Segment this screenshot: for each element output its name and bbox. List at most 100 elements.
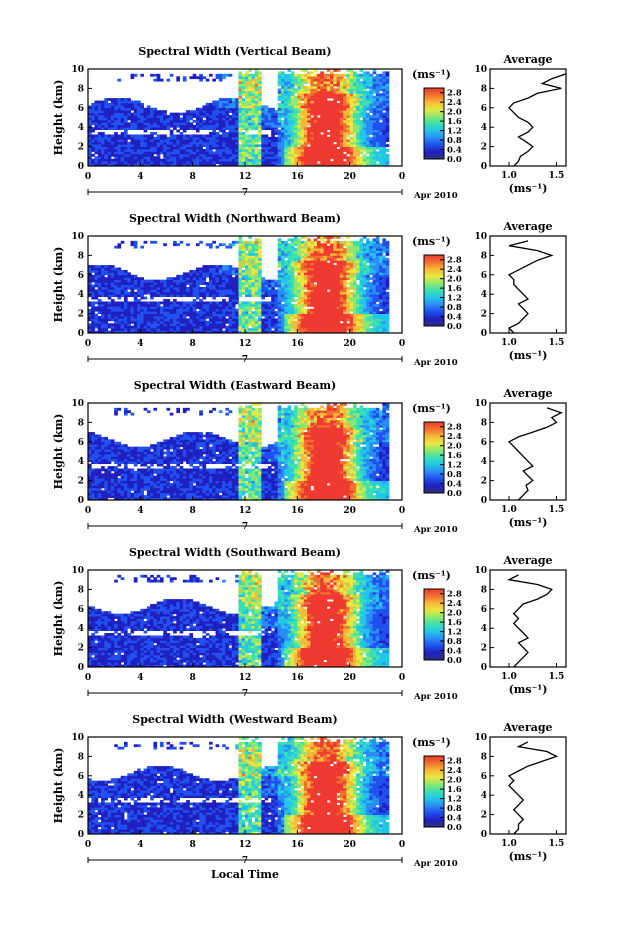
- heatmap-cell: [156, 291, 161, 295]
- heatmap-cell: [241, 265, 246, 268]
- heatmap-cell: [235, 129, 239, 133]
- heatmap-cell: [385, 110, 390, 114]
- heatmap-cell: [137, 139, 141, 143]
- heatmap-cell: [323, 282, 328, 285]
- heatmap-cell: [303, 81, 308, 84]
- heatmap-cell: [320, 95, 324, 99]
- heatmap-cell: [284, 149, 288, 152]
- heatmap-cell: [101, 100, 105, 104]
- heatmap-cell: [274, 149, 279, 152]
- heatmap-cell: [316, 78, 321, 82]
- heatmap-cell: [323, 119, 328, 123]
- heatmap-cell: [140, 141, 144, 145]
- heatmap-cell: [97, 122, 102, 126]
- panel-1: Spectral Width (Northward Beam)0246810He…: [52, 212, 567, 368]
- heatmap-cell: [251, 286, 256, 290]
- heatmap-cell: [222, 107, 226, 111]
- heatmap-cell: [261, 134, 266, 138]
- heatmap-cell: [294, 308, 298, 312]
- heatmap-cell: [199, 141, 203, 145]
- heatmap-cell: [290, 112, 295, 116]
- heatmap-cell: [372, 124, 377, 128]
- heatmap-cell: [267, 144, 272, 147]
- heatmap-cell: [320, 260, 324, 264]
- heatmap-cell: [369, 78, 373, 82]
- heatmap-cell: [264, 328, 269, 331]
- heatmap-cell: [231, 279, 236, 283]
- heatmap-cell: [280, 78, 285, 82]
- heatmap-cell: [258, 158, 262, 162]
- heatmap-cell: [195, 110, 200, 114]
- heatmap-cell: [294, 129, 298, 133]
- heatmap-cell: [382, 146, 387, 150]
- heatmap-cell: [274, 303, 279, 307]
- heatmap-cell: [97, 318, 102, 322]
- heatmap-cell: [271, 296, 275, 300]
- heatmap-cell: [274, 294, 279, 298]
- heatmap-cell: [159, 112, 164, 116]
- heatmap-cell: [366, 163, 370, 167]
- heatmap-cell: [294, 252, 298, 256]
- heatmap-cell: [251, 323, 256, 327]
- heatmap-cell: [143, 141, 148, 145]
- heatmap-cell: [140, 112, 144, 116]
- heatmap-cell: [182, 139, 187, 143]
- heatmap-cell: [343, 149, 347, 152]
- heatmap-cell: [127, 282, 131, 285]
- heatmap-cell: [166, 328, 171, 331]
- heatmap-cell: [287, 90, 292, 94]
- heatmap-cell: [323, 144, 328, 147]
- heatmap-cell: [375, 93, 380, 97]
- heatmap-cell: [307, 163, 311, 167]
- heatmap-cell: [251, 277, 256, 281]
- heatmap-cell: [333, 105, 337, 109]
- heatmap-cell: [199, 303, 203, 307]
- heatmap-cell: [192, 318, 197, 322]
- heatmap-cell: [225, 110, 230, 114]
- heatmap-cell: [97, 282, 102, 285]
- heatmap-cell: [310, 257, 315, 261]
- heatmap-cell: [352, 146, 357, 150]
- heatmap-cell: [166, 158, 171, 162]
- heatmap-cell: [359, 98, 364, 101]
- heatmap-cell: [294, 88, 298, 92]
- heatmap-cell: [280, 95, 285, 99]
- heatmap-cell: [110, 124, 115, 128]
- heatmap-cell: [284, 260, 288, 264]
- heatmap-cell: [222, 303, 226, 307]
- heatmap-cell: [261, 144, 266, 147]
- heatmap-cell: [91, 144, 95, 147]
- heatmap-cell: [339, 110, 344, 114]
- heatmap-cell: [271, 124, 275, 128]
- heatmap-cell: [228, 325, 233, 329]
- heatmap-cell: [120, 151, 125, 155]
- heatmap-cell: [303, 88, 308, 92]
- heatmap-cell: [238, 311, 243, 314]
- heatmap-cell: [258, 105, 262, 109]
- heatmap-cell: [333, 161, 337, 164]
- heatmap-cell: [88, 129, 92, 133]
- heatmap-cell: [212, 328, 216, 331]
- heatmap-cell: [313, 83, 318, 87]
- heatmap-cell: [375, 119, 380, 123]
- heatmap-cell: [205, 328, 210, 331]
- heatmap-cell: [97, 316, 102, 319]
- heatmap-cell: [382, 153, 387, 157]
- heatmap-cell: [316, 119, 321, 123]
- heatmap-cell: [212, 325, 216, 329]
- heatmap-cell: [104, 318, 109, 322]
- heatmap-cell: [359, 115, 364, 118]
- heatmap-cell: [133, 286, 138, 290]
- heatmap-cell: [261, 158, 266, 162]
- heatmap-cell: [271, 330, 275, 334]
- heatmap-cell: [110, 127, 115, 131]
- heatmap-cell: [117, 112, 122, 116]
- heatmap-cell: [241, 274, 246, 278]
- heatmap-cell: [143, 279, 148, 283]
- heatmap-cell: [228, 124, 233, 128]
- heatmap-cell: [114, 289, 118, 293]
- heatmap-cell: [303, 274, 308, 278]
- heatmap-cell: [231, 277, 236, 281]
- heatmap-cell: [258, 267, 262, 271]
- heatmap-cell: [241, 255, 246, 259]
